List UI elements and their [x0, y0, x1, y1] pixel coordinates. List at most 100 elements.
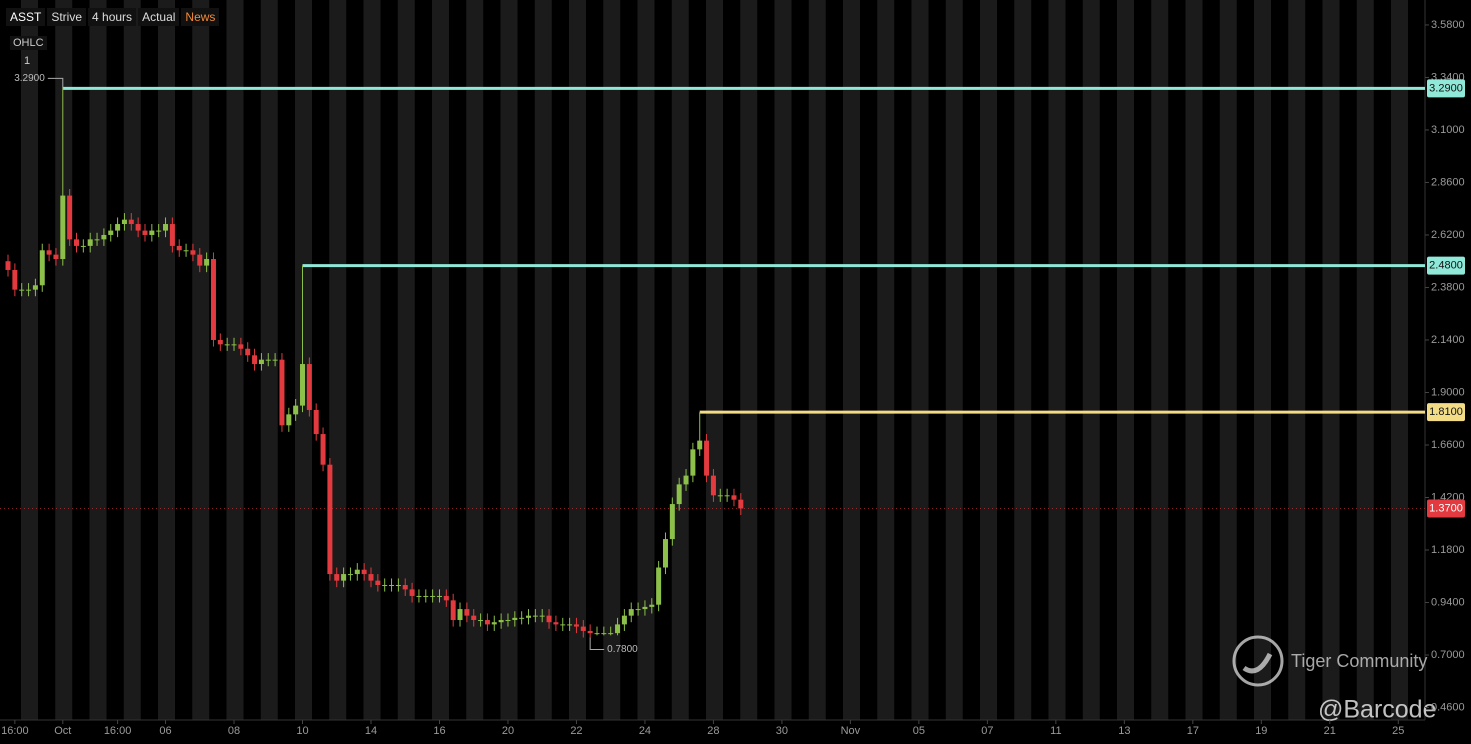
x-tick-label: 17 — [1187, 725, 1199, 737]
candle-body — [526, 615, 532, 618]
y-tick-label: 2.6200 — [1431, 229, 1465, 241]
candle-body — [320, 434, 326, 465]
session-stripe — [466, 0, 484, 720]
candle-body — [354, 569, 360, 575]
x-tick-label: 30 — [776, 725, 788, 737]
candle-body — [190, 250, 196, 255]
candle-body — [67, 195, 73, 240]
session-stripe — [1219, 0, 1237, 720]
x-tick-label: 14 — [365, 725, 377, 737]
price-badge — [1427, 403, 1465, 422]
candle-body — [128, 219, 134, 225]
candle-body — [560, 624, 566, 626]
candle-body — [621, 615, 627, 625]
candle-body — [26, 289, 32, 291]
session-shading — [21, 0, 1408, 720]
annotation-leader — [589, 637, 605, 651]
candle-body — [587, 630, 593, 634]
candle-body — [19, 289, 25, 291]
price-badge — [1427, 79, 1465, 98]
candle-body — [265, 359, 271, 361]
y-tick-label: 1.9000 — [1431, 386, 1465, 398]
session-stripe — [397, 0, 415, 720]
x-tick-label: Nov — [841, 725, 861, 737]
session-stripe — [55, 0, 73, 720]
candle-body — [258, 359, 264, 365]
session-stripe — [192, 0, 210, 720]
session-stripe — [1048, 0, 1066, 720]
candle-body — [683, 475, 689, 485]
x-tick-label: 16 — [433, 725, 445, 737]
price-badge-label: 1.8100 — [1429, 406, 1463, 418]
toolbar: ASST Strive 4 hours Actual News — [6, 8, 220, 26]
indicator[interactable]: OHLC — [10, 36, 47, 50]
last-price-label: 1.3700 — [1429, 502, 1463, 514]
candle-body — [252, 355, 258, 365]
candle-body — [532, 615, 538, 617]
session-stripe — [603, 0, 621, 720]
session-stripe — [980, 0, 997, 720]
y-tick-label: 3.1000 — [1431, 124, 1465, 136]
candle-body — [423, 595, 429, 597]
candle-body — [710, 475, 716, 496]
candle-body — [546, 615, 552, 623]
x-tick-label: 13 — [1118, 725, 1130, 737]
mode[interactable]: Actual — [138, 8, 180, 26]
x-tick-label: 06 — [159, 725, 171, 737]
candle-body — [300, 364, 306, 406]
candle-body — [39, 250, 45, 286]
candle-body — [5, 261, 11, 270]
candle-body — [347, 574, 353, 576]
session-stripe — [21, 0, 38, 720]
candle-body — [642, 606, 648, 610]
candle-body — [368, 574, 374, 581]
candle-body — [553, 622, 559, 625]
candle-body — [272, 359, 278, 361]
annotation-label: 3.2900 — [14, 73, 45, 84]
session-stripe — [945, 0, 963, 720]
price-badge — [1427, 256, 1465, 275]
x-tick-label: 21 — [1324, 725, 1336, 737]
session-stripe — [569, 0, 586, 720]
candle-body — [142, 230, 148, 235]
candle-body — [608, 633, 614, 635]
session-stripe — [432, 0, 449, 720]
candle-body — [156, 230, 162, 232]
candle-body — [334, 574, 340, 581]
candle-body — [615, 624, 621, 634]
interval[interactable]: 4 hours — [88, 8, 137, 26]
watermark: Tiger Community @Barcode — [1232, 635, 1437, 724]
candle-body — [704, 440, 710, 476]
candle-body — [341, 574, 347, 581]
candle-body — [676, 484, 682, 505]
candle-body — [238, 344, 244, 349]
session-stripe — [158, 0, 175, 720]
candle-body — [382, 585, 388, 587]
session-stripe — [911, 0, 929, 720]
candle-body — [135, 224, 141, 231]
candle-body — [573, 624, 579, 627]
candle-body — [389, 585, 395, 587]
candle-body — [149, 230, 155, 235]
candle-body — [245, 348, 251, 356]
candle-body — [635, 609, 641, 611]
watermark-logo — [1242, 652, 1273, 674]
session-stripe — [843, 0, 860, 720]
session-stripe — [1356, 0, 1374, 720]
pane-count[interactable]: 1 — [24, 55, 31, 67]
watermark-logo — [1232, 635, 1284, 687]
session-stripe — [123, 0, 141, 720]
candle-body — [498, 620, 504, 623]
y-tick-label: 0.4600 — [1431, 701, 1465, 713]
candle-body — [662, 539, 668, 568]
candle-body — [471, 615, 477, 621]
session-stripe — [637, 0, 655, 720]
candle-body — [313, 409, 319, 435]
news[interactable]: News — [181, 8, 220, 26]
symbol[interactable]: ASST — [6, 8, 46, 26]
name: Strive — [47, 8, 87, 26]
y-tick-label: 1.1800 — [1431, 544, 1465, 556]
candle-body — [176, 245, 182, 251]
